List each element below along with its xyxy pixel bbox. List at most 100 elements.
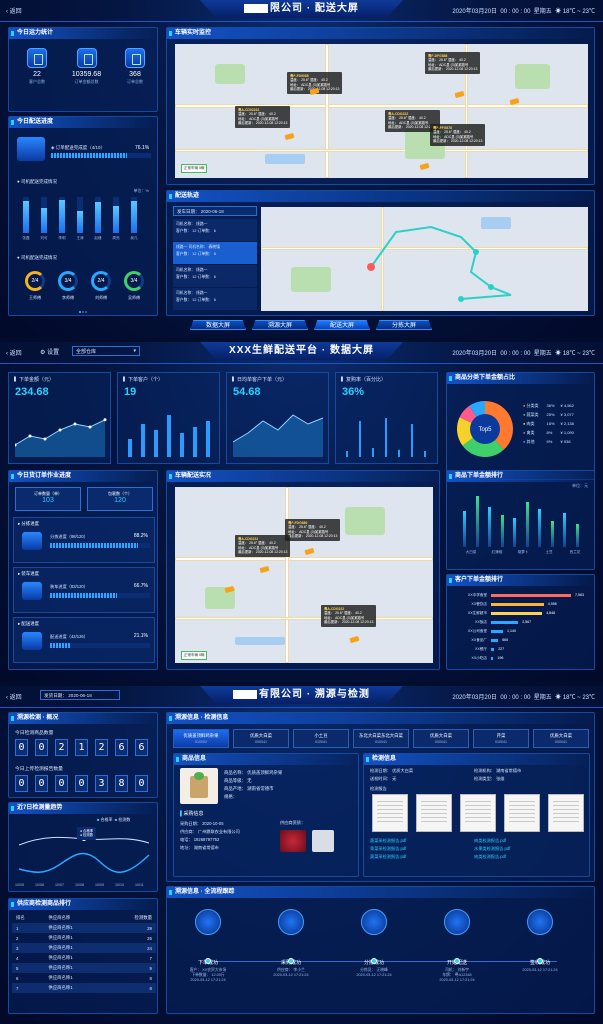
track-info: 客户数： 12 订单数： 6 xyxy=(176,229,216,233)
kpi-bar xyxy=(167,415,171,457)
pie-legend-name: 蔬菜类 xyxy=(526,412,539,417)
product-tab[interactable]: 优质大白菜 000041 xyxy=(533,729,589,748)
order-qty-card: 订单数量（单） 103 xyxy=(15,487,81,511)
track-item[interactable]: 司机名称： 线路一 客户数： 12 订单数： 6 xyxy=(173,265,257,287)
product-bar xyxy=(525,501,529,547)
flow-step-detail: 分拣员： 汪晓峰 2020-03-12 17:21:24 xyxy=(339,968,409,978)
date-picker[interactable]: 发货日期： 2020-06-18 xyxy=(40,690,120,700)
kpi-point xyxy=(73,422,77,426)
datetime: 2020年03月20日 00 : 00 : 00 星期五 ☀ 18℃ ~ 23℃ xyxy=(452,9,595,15)
page-title: 限公司 · 配送大屏 xyxy=(200,0,403,18)
report-file-link[interactable]: 肉类检测报告.pdf xyxy=(474,854,507,859)
truck-marker[interactable] xyxy=(419,162,430,171)
panel-title: 今日运力统计 xyxy=(9,28,157,39)
table-row[interactable]: 5 供应商名称1 9 xyxy=(12,963,156,973)
kpi-value: 36% xyxy=(342,386,365,398)
driver-bar-chart: 张磊 刘可 李明 王涛 赵峰 周亮 吴凡 xyxy=(22,197,149,241)
qualification-image[interactable] xyxy=(312,830,334,852)
back-button[interactable]: ‹ 返回 xyxy=(6,351,22,357)
order-icon xyxy=(125,48,145,68)
nav-button-3[interactable]: 分拣大屏 xyxy=(376,320,432,330)
digit-cell: 0 xyxy=(15,775,28,792)
track-item[interactable]: 线路一 司机名称： 春晓镇 客户数： 12 订单数： 6 xyxy=(173,242,257,264)
digit-cell: 2 xyxy=(55,739,68,756)
chevron-down-icon: ▾ xyxy=(133,348,136,354)
track-panel: 配送轨迹 发车日期： 2020-06-18 司机名称： 线路一 客户数： 12 订… xyxy=(166,190,595,316)
pager-dots[interactable] xyxy=(79,309,89,313)
report-thumbnail[interactable] xyxy=(504,794,540,832)
vehicle-live-map[interactable]: 粤F-FDG880 温度： 25.6° 湿度： 40.2 地址： ADC县 (3)某… xyxy=(175,487,433,663)
panel-title: 检测信息 xyxy=(364,754,589,765)
qualification-image[interactable] xyxy=(280,830,306,852)
product-tab[interactable]: 优质大白菜 000041 xyxy=(413,729,469,748)
product-tab[interactable]: 优质盖顶鲜鸡杂果 010002 xyxy=(173,729,229,748)
driver-name: 吴凡 xyxy=(130,236,138,240)
track-item[interactable]: 司机名称： 线路一 客户数： 12 订单数： 6 xyxy=(173,219,257,241)
driver-bar xyxy=(131,200,137,233)
goods-field: 商品名称： 优质盖顶鲜鸡杂果 xyxy=(224,770,283,775)
customer-rank-panel: 客户下单金额排行 XX中学食堂 7,563 XX餐饮店 4,956 XX生鲜超市 4,84… xyxy=(446,574,595,670)
table-row[interactable]: 2 供应商名称1 26 xyxy=(16,935,152,941)
kpi-card: ▍日均单客户下单（元） 54.68 xyxy=(226,372,329,464)
back-button[interactable]: ‹ 返回 xyxy=(6,9,22,15)
table-row[interactable]: 6 供应商名称1 8 xyxy=(16,975,152,981)
back-button[interactable]: ‹ 返回 xyxy=(6,695,22,701)
goods-field: 商品产地： 湖南省常德市 xyxy=(224,786,274,791)
unit-label: 单位：% xyxy=(133,188,149,193)
report-file-link[interactable]: 水果类检测报告.pdf xyxy=(474,846,511,851)
vehicle-popup: 粤A-CDG222 温度： 25.6° 湿度： 40.2 地址： ADC县 (3)某… xyxy=(235,535,291,557)
table-row[interactable]: 3 供应商名称1 24 xyxy=(12,943,156,953)
product-tab[interactable]: 优质大白菜 000041 xyxy=(233,729,289,748)
product-tab[interactable]: 小土豆 010041 xyxy=(293,729,349,748)
product-tab[interactable]: 东北大白菜东北大白菜 010041 xyxy=(353,729,409,748)
flow-step-time: 2020-03-12 17:21:24 xyxy=(356,973,392,977)
pie-center-label: Top5 xyxy=(478,427,492,433)
truck-marker[interactable] xyxy=(454,90,465,99)
nav-button-0[interactable]: 数据大屏 xyxy=(190,320,246,330)
vehicle-map[interactable]: 粤F-FD6088 温度： 25.6° 湿度： 40.2 地址： ADC县 (3)某… xyxy=(175,44,588,178)
report-file-link[interactable]: 肉类检测报告.pdf xyxy=(474,838,507,843)
truck-marker[interactable] xyxy=(284,132,295,141)
report-thumbnail[interactable] xyxy=(460,794,496,832)
trend-x-label: 10/06 xyxy=(35,883,44,887)
truck-marker[interactable] xyxy=(259,565,270,574)
track-line: 线路一 司机名称： 春晓镇 xyxy=(176,245,220,249)
header-bar: ‹ 返回 ⚙ 设置 全部仓库 ▾ XXX生鲜配送平台 · 数据大屏 2020年03… xyxy=(0,342,603,364)
table-row[interactable]: 1 供应商名称1 29 xyxy=(12,923,156,933)
nav-button-1[interactable]: 溯源大屏 xyxy=(252,320,308,330)
order-progress-label: ◈ 订单配送完成度（4/10） xyxy=(51,145,105,150)
send-date[interactable]: 发车日期： 2020-06-18 xyxy=(173,206,257,216)
product-bar xyxy=(563,513,566,547)
truck-marker[interactable] xyxy=(304,547,315,556)
report-thumbnail[interactable] xyxy=(548,794,584,832)
nav-button-2[interactable]: 配送大屏 xyxy=(314,320,370,330)
kpi-bar xyxy=(206,421,210,457)
report-thumbnail[interactable] xyxy=(372,794,408,832)
report-file-link[interactable]: 青菜采检测报告.pdf xyxy=(370,846,407,851)
report-thumbnail[interactable] xyxy=(416,794,452,832)
truck-marker[interactable] xyxy=(349,635,360,644)
product-tab[interactable]: 芹菜 010041 xyxy=(473,729,529,748)
panel-title: 客户下单金额排行 xyxy=(447,575,594,586)
customer-icon xyxy=(27,48,47,68)
report-file-link[interactable]: 蔬菜采检测报告.pdf xyxy=(370,838,407,843)
table-row[interactable]: 7 供应商名称1 8 xyxy=(12,983,156,993)
page-title: 有限公司 · 溯源与检测 xyxy=(200,686,403,704)
warehouse-select[interactable]: 全部仓库 ▾ xyxy=(72,346,140,356)
stat-orders: 368 订单总数 xyxy=(115,48,155,85)
track-map[interactable] xyxy=(261,207,588,311)
product-rank-panel: 商品下单金额排行 单位：元 大白菜 红辣椒 胡萝卜 土豆 西兰花 xyxy=(446,470,595,570)
kpi-bar xyxy=(193,427,197,457)
vehicle-popup: 粤F-FFG878 温度： 25.6° 湿度： 40.2 地址： ADC县 (3)某… xyxy=(430,124,486,146)
kpi-title: ▍日均单客户下单（元） xyxy=(232,377,288,383)
product-bar-chart: 大白菜 红辣椒 胡萝卜 土豆 西兰花 xyxy=(459,491,589,555)
settings-button[interactable]: ⚙ 设置 xyxy=(40,350,60,356)
pie-legend-pct: 8% xyxy=(546,430,553,435)
driver-bar xyxy=(59,199,65,233)
table-row[interactable]: 4 供应商名称1 7 xyxy=(16,955,152,961)
truck-marker[interactable] xyxy=(309,87,320,96)
track-item[interactable]: 司机名称： 线路一 客户数： 12 订单数： 6 xyxy=(173,288,257,310)
pkg-qty-card: 包裹数（个） 120 xyxy=(87,487,153,511)
report-file-link[interactable]: 蔬菜采检测报告.pdf xyxy=(370,854,407,859)
